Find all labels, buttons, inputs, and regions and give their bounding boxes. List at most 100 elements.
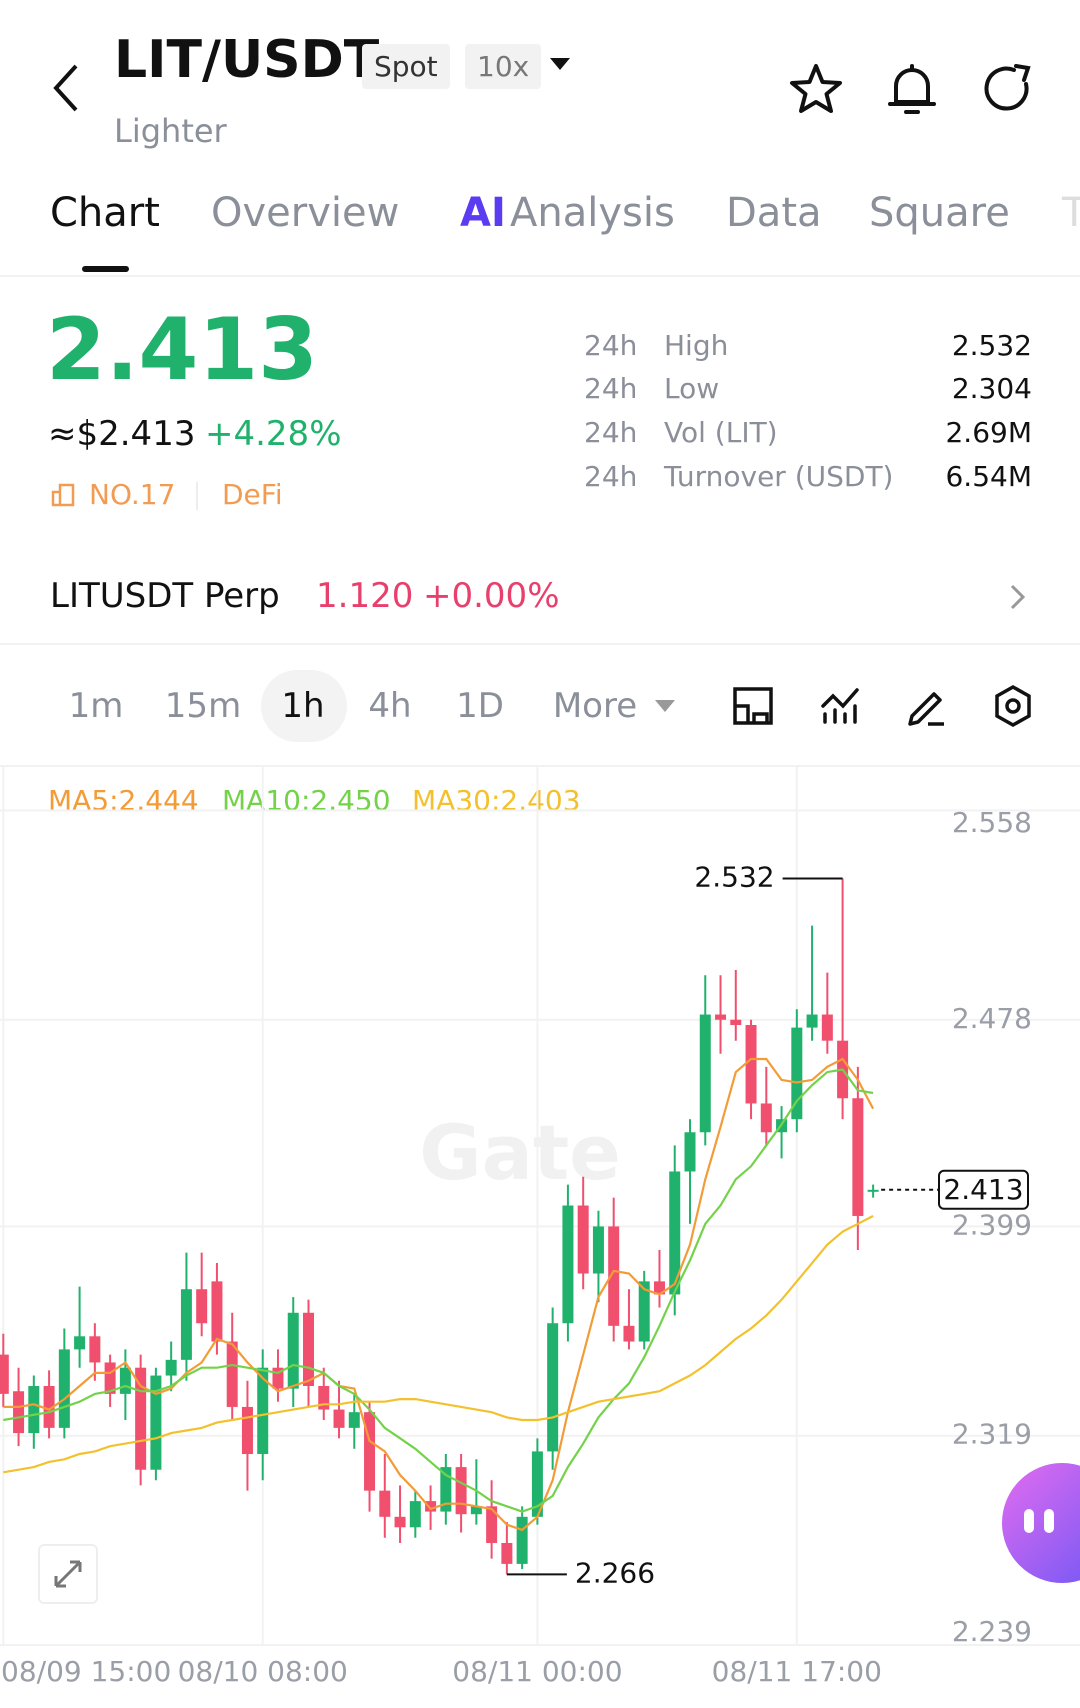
badge: Spot (362, 44, 450, 89)
last-price-label: 2.413 (943, 1173, 1023, 1206)
candle-body (730, 1019, 742, 1025)
sector[interactable]: DeFi (222, 478, 283, 511)
tab[interactable]: T (1062, 190, 1080, 236)
expand-button[interactable] (38, 1544, 98, 1604)
candle-body (715, 1014, 727, 1020)
candle-body (165, 1359, 177, 1376)
back-button[interactable] (48, 62, 84, 114)
rank-icon (51, 483, 75, 507)
y-tick-label: 2.399 (952, 1208, 1032, 1241)
candle-body (455, 1467, 467, 1515)
separator (196, 482, 198, 510)
interval[interactable]: 1m (68, 686, 124, 726)
divider (0, 275, 1080, 277)
candle-body (653, 1281, 665, 1295)
x-tick-label: 08/11 00:00 (452, 1655, 622, 1688)
interval[interactable]: 15m (164, 686, 242, 726)
y-tick-label: 2.478 (952, 1002, 1032, 1035)
pair-title: LIT/USDT (114, 30, 380, 90)
stat-period: 24h (584, 416, 638, 449)
candle-body (852, 1098, 864, 1216)
candle-body (0, 1354, 9, 1394)
candle-body (119, 1367, 131, 1394)
perp-change: +0.00% (423, 576, 560, 616)
coin-name: Lighter (114, 112, 227, 150)
tab[interactable]: Data (726, 190, 822, 236)
ma-line (3, 1215, 874, 1474)
candle-body (226, 1341, 238, 1407)
candle-body (287, 1312, 299, 1389)
high-label: 2.532 (694, 860, 774, 893)
stat-value: 6.54M (945, 460, 1032, 493)
tab[interactable]: Square (869, 190, 1010, 236)
ai-badge: AI (460, 190, 506, 236)
assistant-button[interactable] (1002, 1463, 1080, 1583)
candle-body (272, 1367, 284, 1389)
last-price-box (938, 1169, 1029, 1210)
ma-line (3, 1068, 874, 1513)
draw-icon[interactable] (906, 686, 948, 726)
rank[interactable]: NO.17 (89, 478, 176, 511)
tab[interactable]: Overview (211, 190, 400, 236)
candle-body (394, 1516, 406, 1528)
chart-type-icon[interactable] (819, 686, 861, 726)
stat-label: Low (664, 372, 720, 405)
settings-icon[interactable] (993, 684, 1033, 728)
candle-body (196, 1289, 208, 1324)
candle-body (241, 1406, 253, 1455)
candle-body (303, 1312, 314, 1387)
candle-body (13, 1391, 25, 1434)
alert-icon[interactable] (886, 62, 938, 118)
candle-body (821, 1014, 833, 1041)
x-tick-label: 08/09 15:00 (1, 1655, 171, 1688)
candle-body (409, 1501, 421, 1528)
refresh-icon[interactable] (982, 62, 1036, 116)
candle-body (318, 1386, 330, 1410)
candle-body (348, 1412, 360, 1428)
candle-body (562, 1205, 574, 1324)
favorite-icon[interactable] (788, 62, 844, 116)
candle-body (379, 1490, 391, 1517)
interval[interactable]: 1D (456, 686, 504, 726)
candle-body (577, 1205, 589, 1274)
stat-value: 2.69M (945, 416, 1032, 449)
candle-body (104, 1362, 116, 1394)
indicator-icon[interactable] (732, 686, 774, 726)
watermark: Gate (419, 1108, 621, 1197)
interval[interactable]: 1h (281, 686, 325, 726)
assistant-icon (1024, 1509, 1054, 1533)
perp-name[interactable]: LITUSDT Perp (50, 576, 280, 616)
tab[interactable]: Analysis (510, 190, 675, 236)
ma-line (3, 1057, 875, 1532)
expand-icon (54, 1560, 82, 1588)
candle-body (867, 1189, 879, 1192)
tab-indicator (82, 266, 129, 272)
candle-body (791, 1027, 803, 1120)
candle-body (257, 1367, 269, 1455)
candle-body (684, 1132, 696, 1172)
candle-body (470, 1506, 482, 1515)
candle-body (592, 1226, 604, 1274)
candle-body (425, 1501, 437, 1512)
interval-active-bg (261, 670, 347, 742)
y-tick-label: 2.319 (952, 1418, 1032, 1451)
candle-body (531, 1451, 543, 1517)
badge[interactable]: 10x (465, 44, 542, 89)
candle-body (669, 1171, 681, 1295)
candle-body (623, 1325, 635, 1342)
interval[interactable]: 4h (368, 686, 412, 726)
candle-body (745, 1024, 757, 1104)
y-tick-label: 2.239 (952, 1615, 1032, 1648)
divider (0, 765, 1080, 767)
candle-body (43, 1386, 55, 1428)
tab[interactable]: Chart (50, 190, 160, 236)
dropdown-arrow[interactable] (653, 698, 677, 714)
chevron[interactable] (1008, 582, 1028, 612)
dropdown-arrow[interactable] (548, 56, 572, 72)
fiat-price: ≈$2.413 (48, 414, 196, 454)
interval[interactable]: More (552, 686, 638, 726)
candle-body (74, 1336, 86, 1350)
candle-body (806, 1014, 818, 1028)
